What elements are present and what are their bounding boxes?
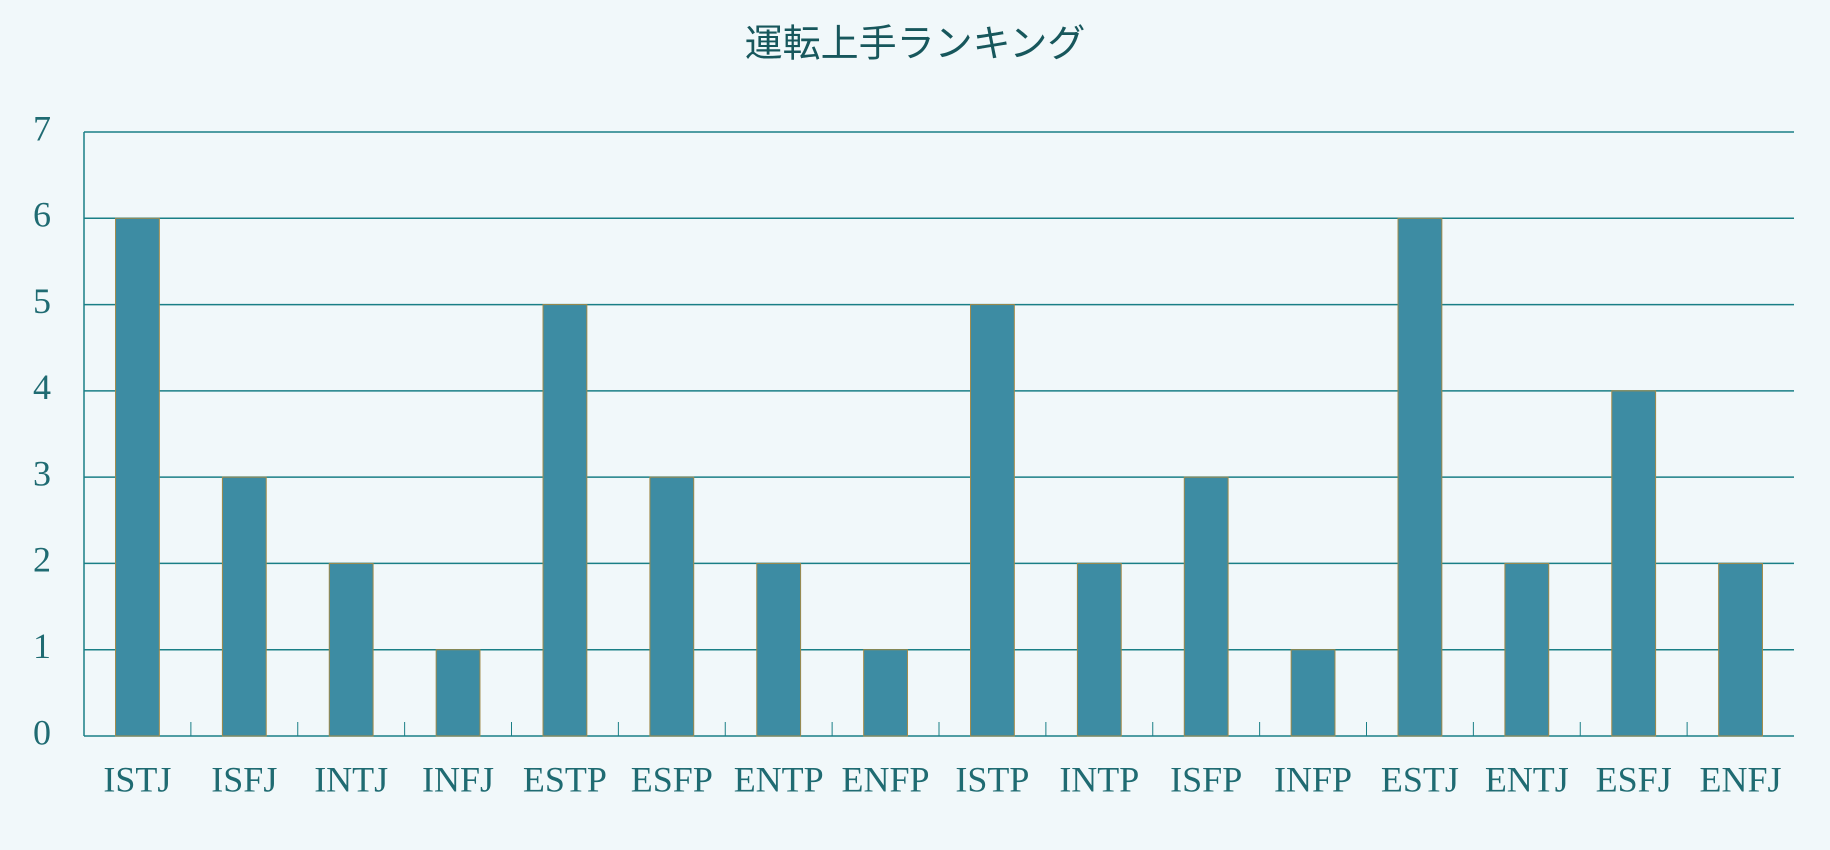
bar (1504, 562, 1550, 737)
x-tick-label: ISTJ (103, 759, 171, 799)
bar (1183, 476, 1229, 737)
bar (1611, 390, 1657, 737)
bar (1076, 562, 1122, 737)
y-tick-label: 2 (33, 540, 51, 580)
x-tick-label: ENFP (842, 759, 930, 799)
bar (970, 304, 1015, 737)
bar (863, 649, 908, 737)
x-tick-label: ISFJ (211, 759, 277, 799)
x-tick-label: ESFP (631, 759, 713, 799)
y-tick-label: 5 (33, 281, 51, 321)
x-tick-label: ISTP (955, 759, 1029, 799)
y-tick-label: 0 (33, 712, 51, 752)
bar (1397, 217, 1443, 737)
bar (1718, 562, 1763, 737)
bar (756, 562, 802, 737)
y-tick-label: 1 (33, 626, 51, 666)
x-tick-label: ENFJ (1700, 759, 1782, 799)
chart-title: 運転上手ランキング (745, 22, 1086, 66)
x-tick-label: INFJ (422, 759, 494, 799)
bar (115, 217, 160, 737)
bar (1290, 649, 1336, 737)
x-tick-label: INTP (1059, 759, 1139, 799)
bar (328, 562, 374, 737)
x-tick-label: INFP (1274, 759, 1352, 799)
y-tick-label: 4 (33, 367, 51, 407)
bar (221, 476, 267, 737)
x-tick-label: ESTP (523, 759, 607, 799)
x-tick-label: ESFJ (1596, 759, 1672, 799)
y-tick-label: 6 (33, 195, 51, 235)
x-tick-label: ISFP (1170, 759, 1242, 799)
x-tick-label: ENTJ (1485, 759, 1569, 799)
x-tick-label: ESTJ (1381, 759, 1459, 799)
bar (435, 649, 481, 737)
y-tick-label: 7 (33, 108, 51, 148)
bar (542, 304, 588, 737)
x-tick-label: INTJ (314, 759, 388, 799)
x-tick-label: ENTP (734, 759, 824, 799)
bar (649, 476, 695, 737)
y-tick-label: 3 (33, 453, 51, 493)
